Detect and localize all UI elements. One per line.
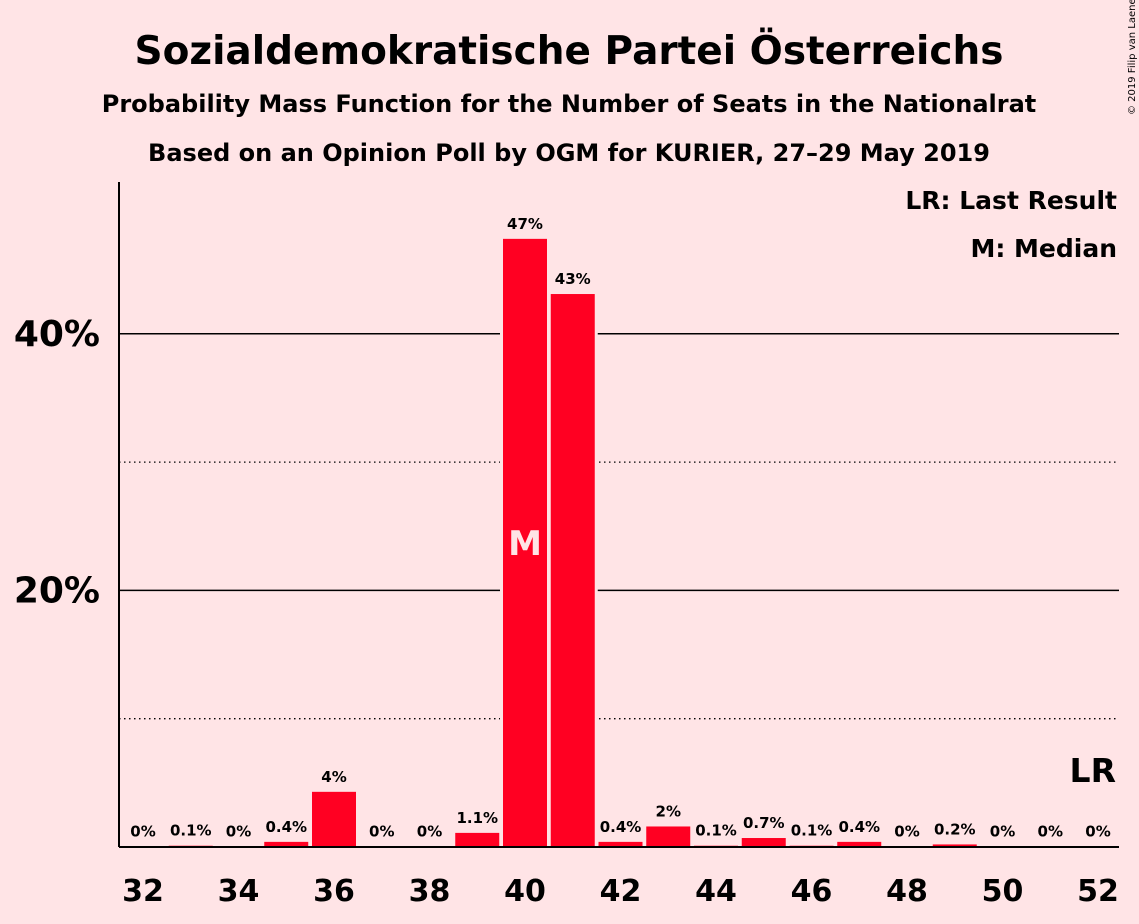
chart-subtitle-2: Based on an Opinion Poll by OGM for KURI…	[148, 139, 990, 167]
chart-subtitle-1: Probability Mass Function for the Number…	[102, 90, 1037, 118]
bar-value-label: 0%	[226, 823, 251, 841]
y-axis-ticks: 20% 40%	[14, 314, 100, 612]
x-axis-ticks: 32 34 36 38 40 42 44 46 48 50 52	[122, 874, 1119, 909]
bar-seat-47	[837, 841, 882, 847]
bar-value-label: 0.4%	[600, 818, 642, 836]
bar-seat-45	[741, 838, 786, 847]
bar-value-label: 4%	[321, 768, 346, 786]
bar-seat-35	[264, 841, 309, 847]
bar-value-label: 0%	[1085, 823, 1110, 841]
bar-seat-36	[312, 791, 356, 847]
chart-title: Sozialdemokratische Partei Österreichs	[134, 27, 1003, 74]
x-tick-label: 48	[886, 874, 928, 909]
bar-value-label: 0.1%	[791, 822, 833, 840]
bar-labels: 0% 0.1% 0% 0.4% 4% 0% 0% 1.1% 47% M 43% 0.4% 2% 0.1% 0…	[130, 215, 1116, 841]
bar-value-label: 0.1%	[695, 822, 737, 840]
bar-value-label: 43%	[555, 270, 591, 288]
bar-value-label: 47%	[507, 215, 543, 233]
copyright-note: © 2019 Filip van Laenen	[1127, 0, 1138, 115]
bar-value-label: 0%	[894, 822, 919, 840]
x-tick-label: 50	[982, 874, 1024, 909]
bar-seat-39	[455, 832, 500, 847]
bar-value-label: 0.4%	[838, 818, 880, 836]
bar-value-label: 0%	[990, 823, 1015, 841]
bar-seat-41	[550, 294, 595, 848]
bar-value-label: 2%	[656, 802, 681, 820]
grid-lines	[119, 333, 1119, 720]
bar-value-label: 0.1%	[170, 822, 212, 840]
bar-seat-43	[646, 826, 691, 847]
bar-seat-49	[932, 844, 977, 847]
bars	[168, 236, 977, 848]
x-tick-label: 34	[218, 874, 260, 909]
bar-seat-42	[598, 841, 643, 847]
legend-last-result: LR: Last Result	[905, 186, 1117, 215]
x-tick-label: 36	[313, 874, 355, 909]
median-marker: M	[508, 524, 542, 564]
x-tick-label: 46	[791, 874, 833, 909]
bar-value-label: 0%	[1038, 823, 1063, 841]
x-tick-label: 44	[695, 874, 737, 909]
x-tick-label: 40	[504, 874, 546, 909]
x-tick-label: 52	[1077, 874, 1119, 909]
bar-value-label: 0%	[369, 823, 394, 841]
bar-value-label: 0%	[130, 823, 155, 841]
x-tick-label: 42	[600, 874, 642, 909]
x-tick-label: 32	[122, 874, 164, 909]
bar-value-label: 0.2%	[934, 820, 976, 838]
y-tick-label: 40%	[14, 314, 100, 355]
bar-value-label: 1.1%	[456, 809, 498, 827]
y-tick-label: 20%	[14, 570, 100, 611]
bar-value-label: 0.4%	[265, 818, 307, 836]
last-result-marker: LR	[1070, 751, 1116, 790]
bar-value-label: 0.7%	[743, 814, 785, 832]
bar-value-label: 0%	[417, 823, 442, 841]
x-tick-label: 38	[409, 874, 451, 909]
legend-median: M: Median	[970, 234, 1117, 263]
bar-seat-40	[503, 238, 547, 847]
